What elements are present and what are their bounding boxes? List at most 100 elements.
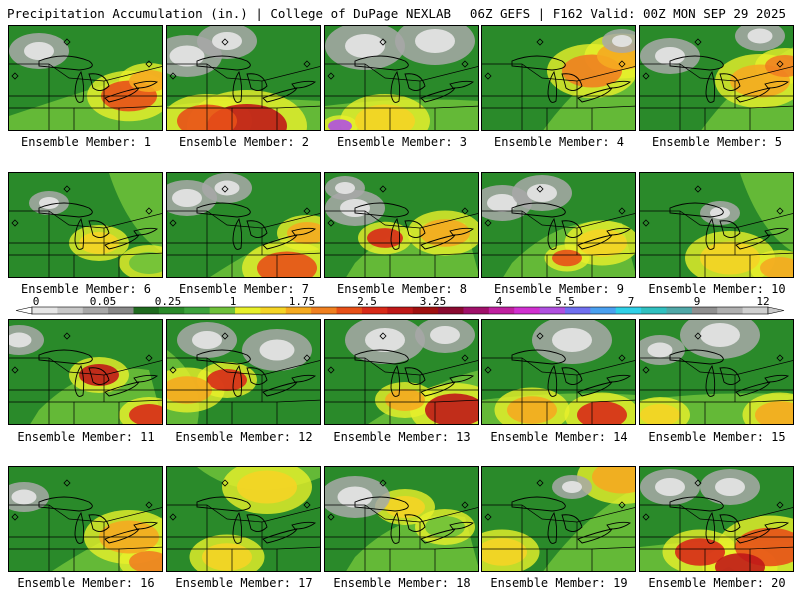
city-marker-icon (618, 60, 626, 68)
city-marker-icon (484, 219, 492, 227)
ensemble-member-label: Ensemble Member: 20 (648, 576, 786, 590)
precip-field-map (325, 467, 478, 571)
city-marker-icon (221, 332, 229, 340)
ensemble-map-panel (639, 319, 794, 425)
ensemble-member-label: Ensemble Member: 12 (175, 430, 313, 444)
city-marker-icon (776, 354, 784, 362)
city-marker-icon (461, 60, 469, 68)
colorbar-swatch (311, 307, 338, 314)
city-marker-icon (536, 332, 544, 340)
city-marker-icon (169, 366, 177, 374)
precip-field-map (167, 467, 320, 571)
colorbar-swatch (412, 307, 439, 314)
city-marker-icon (694, 38, 702, 46)
ensemble-map-panel (639, 172, 794, 278)
ensemble-map-panel (8, 319, 163, 425)
city-marker-icon (63, 479, 71, 487)
city-marker-icon (484, 513, 492, 521)
city-marker-icon (63, 332, 71, 340)
ensemble-member-label: Ensemble Member: 17 (175, 576, 313, 590)
city-marker-icon (169, 219, 177, 227)
colorbar-tick-label: 0 (33, 296, 40, 308)
colorbar-swatch (133, 307, 160, 314)
city-marker-icon (11, 219, 19, 227)
precip-field-map (325, 320, 478, 424)
ensemble-member-label: Ensemble Member: 4 (493, 135, 625, 149)
colorbar-swatch (488, 307, 515, 314)
ensemble-member-label: Ensemble Member: 10 (648, 282, 786, 296)
city-marker-icon (379, 332, 387, 340)
city-marker-icon (379, 479, 387, 487)
precip-field-map (325, 26, 478, 130)
colorbar-tick-label: 0.25 (155, 296, 182, 308)
ensemble-member-label: Ensemble Member: 14 (490, 430, 628, 444)
city-marker-icon (642, 513, 650, 521)
precip-field-map (9, 320, 162, 424)
ensemble-map-panel (324, 466, 479, 572)
city-marker-icon (11, 513, 19, 521)
city-marker-icon (642, 72, 650, 80)
city-marker-icon (145, 354, 153, 362)
colorbar-swatch (235, 307, 261, 314)
colorbar-tick-label: 0.05 (90, 296, 117, 308)
ensemble-member-label: Ensemble Member: 6 (20, 282, 152, 296)
colorbar-swatch (564, 307, 591, 314)
city-marker-icon (484, 366, 492, 374)
ensemble-map-panel (166, 172, 321, 278)
ensemble-member-label: Ensemble Member: 7 (178, 282, 310, 296)
city-marker-icon (303, 501, 311, 509)
colorbar-swatch (463, 307, 490, 314)
ensemble-map-panel (8, 25, 163, 131)
city-marker-icon (63, 185, 71, 193)
colorbar-swatch (387, 307, 414, 314)
city-marker-icon (536, 38, 544, 46)
precip-field-map (9, 467, 162, 571)
colorbar-swatch (539, 307, 566, 314)
city-marker-icon (536, 185, 544, 193)
city-marker-icon (618, 501, 626, 509)
precip-field-map (640, 26, 793, 130)
city-marker-icon (618, 207, 626, 215)
precip-field-map (482, 320, 635, 424)
colorbar-swatch (260, 307, 287, 314)
precip-field-map (325, 173, 478, 277)
city-marker-icon (327, 72, 335, 80)
city-marker-icon (379, 185, 387, 193)
precip-field-map (640, 320, 793, 424)
colorbar-tick-label: 3.25 (420, 296, 447, 308)
precip-field-map (167, 26, 320, 130)
city-marker-icon (327, 366, 335, 374)
ensemble-member-label: Ensemble Member: 15 (648, 430, 786, 444)
ensemble-map-panel (324, 319, 479, 425)
city-marker-icon (379, 38, 387, 46)
precip-field-map (482, 26, 635, 130)
colorbar-swatch (615, 307, 642, 314)
city-marker-icon (461, 354, 469, 362)
colorbar-swatch (108, 307, 135, 314)
ensemble-member-label: Ensemble Member: 19 (490, 576, 628, 590)
city-marker-icon (145, 60, 153, 68)
city-marker-icon (776, 501, 784, 509)
city-marker-icon (169, 72, 177, 80)
colorbar-tick-label: 12 (756, 296, 769, 308)
city-marker-icon (642, 366, 650, 374)
city-marker-icon (461, 501, 469, 509)
ensemble-member-label: Ensemble Member: 3 (336, 135, 468, 149)
precip-colorbar: 0 0.05 0.25 1 1.75 2.5 3.25 4 5.5 7 9 12 (15, 296, 785, 315)
ensemble-map-panel (639, 25, 794, 131)
city-marker-icon (776, 207, 784, 215)
colorbar-tick-label: 1 (230, 296, 237, 308)
city-marker-icon (694, 479, 702, 487)
colorbar-tick-label: 5.5 (555, 296, 575, 308)
city-marker-icon (11, 72, 19, 80)
colorbar-swatch (641, 307, 667, 314)
colorbar-swatch (361, 307, 388, 314)
colorbar-tick-label: 7 (628, 296, 635, 308)
city-marker-icon (303, 354, 311, 362)
ensemble-map-panel (481, 319, 636, 425)
ensemble-map-panel (166, 319, 321, 425)
colorbar-swatch (717, 307, 744, 314)
ensemble-map-panel (481, 25, 636, 131)
city-marker-icon (618, 354, 626, 362)
ensemble-member-label: Ensemble Member: 5 (651, 135, 783, 149)
